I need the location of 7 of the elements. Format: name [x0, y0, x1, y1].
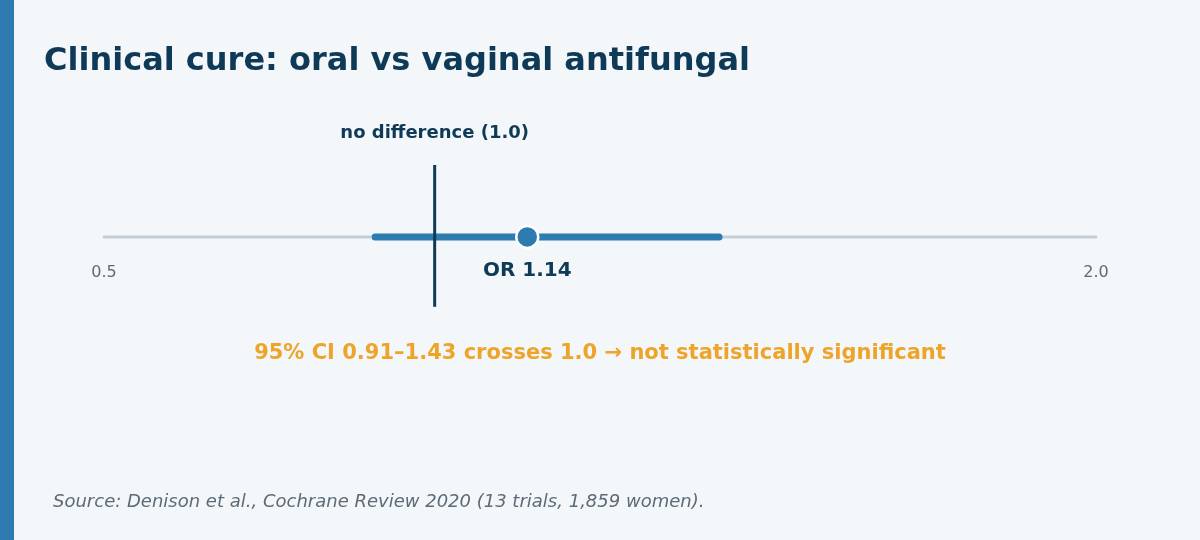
text: 95% CI 0.91–1.43 crosses 1.0 → not statistically significant: [253, 340, 947, 364]
ref-line-label: no difference (1.0): [340, 121, 530, 142]
source-note: Source: Denison et al., Cochrane Review 2020 (13 trials, 1,859 women).: [53, 490, 705, 511]
x-tick-label: 0.5: [91, 261, 117, 281]
data-label: OR 1.14: [482, 257, 572, 282]
x-tick-label: 2.0: [1083, 261, 1109, 281]
chart-title: Clinical cure: oral vs vaginal antifungal: [44, 40, 750, 78]
